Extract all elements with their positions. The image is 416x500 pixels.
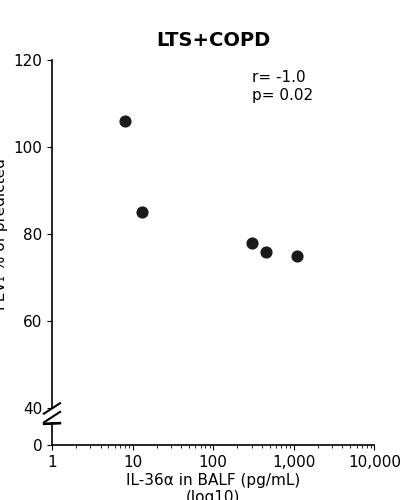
Y-axis label: FEV₁ % of predicted: FEV₁ % of predicted <box>0 158 8 310</box>
Text: r= -1.0
p= 0.02: r= -1.0 p= 0.02 <box>252 70 313 103</box>
Title: LTS+COPD: LTS+COPD <box>156 31 270 50</box>
Point <box>294 252 300 260</box>
Point <box>262 248 269 256</box>
Point <box>121 117 128 125</box>
Point <box>139 208 145 216</box>
Point <box>248 239 255 247</box>
X-axis label: IL-36α in BALF (pg/mL)
(log10): IL-36α in BALF (pg/mL) (log10) <box>126 472 300 500</box>
